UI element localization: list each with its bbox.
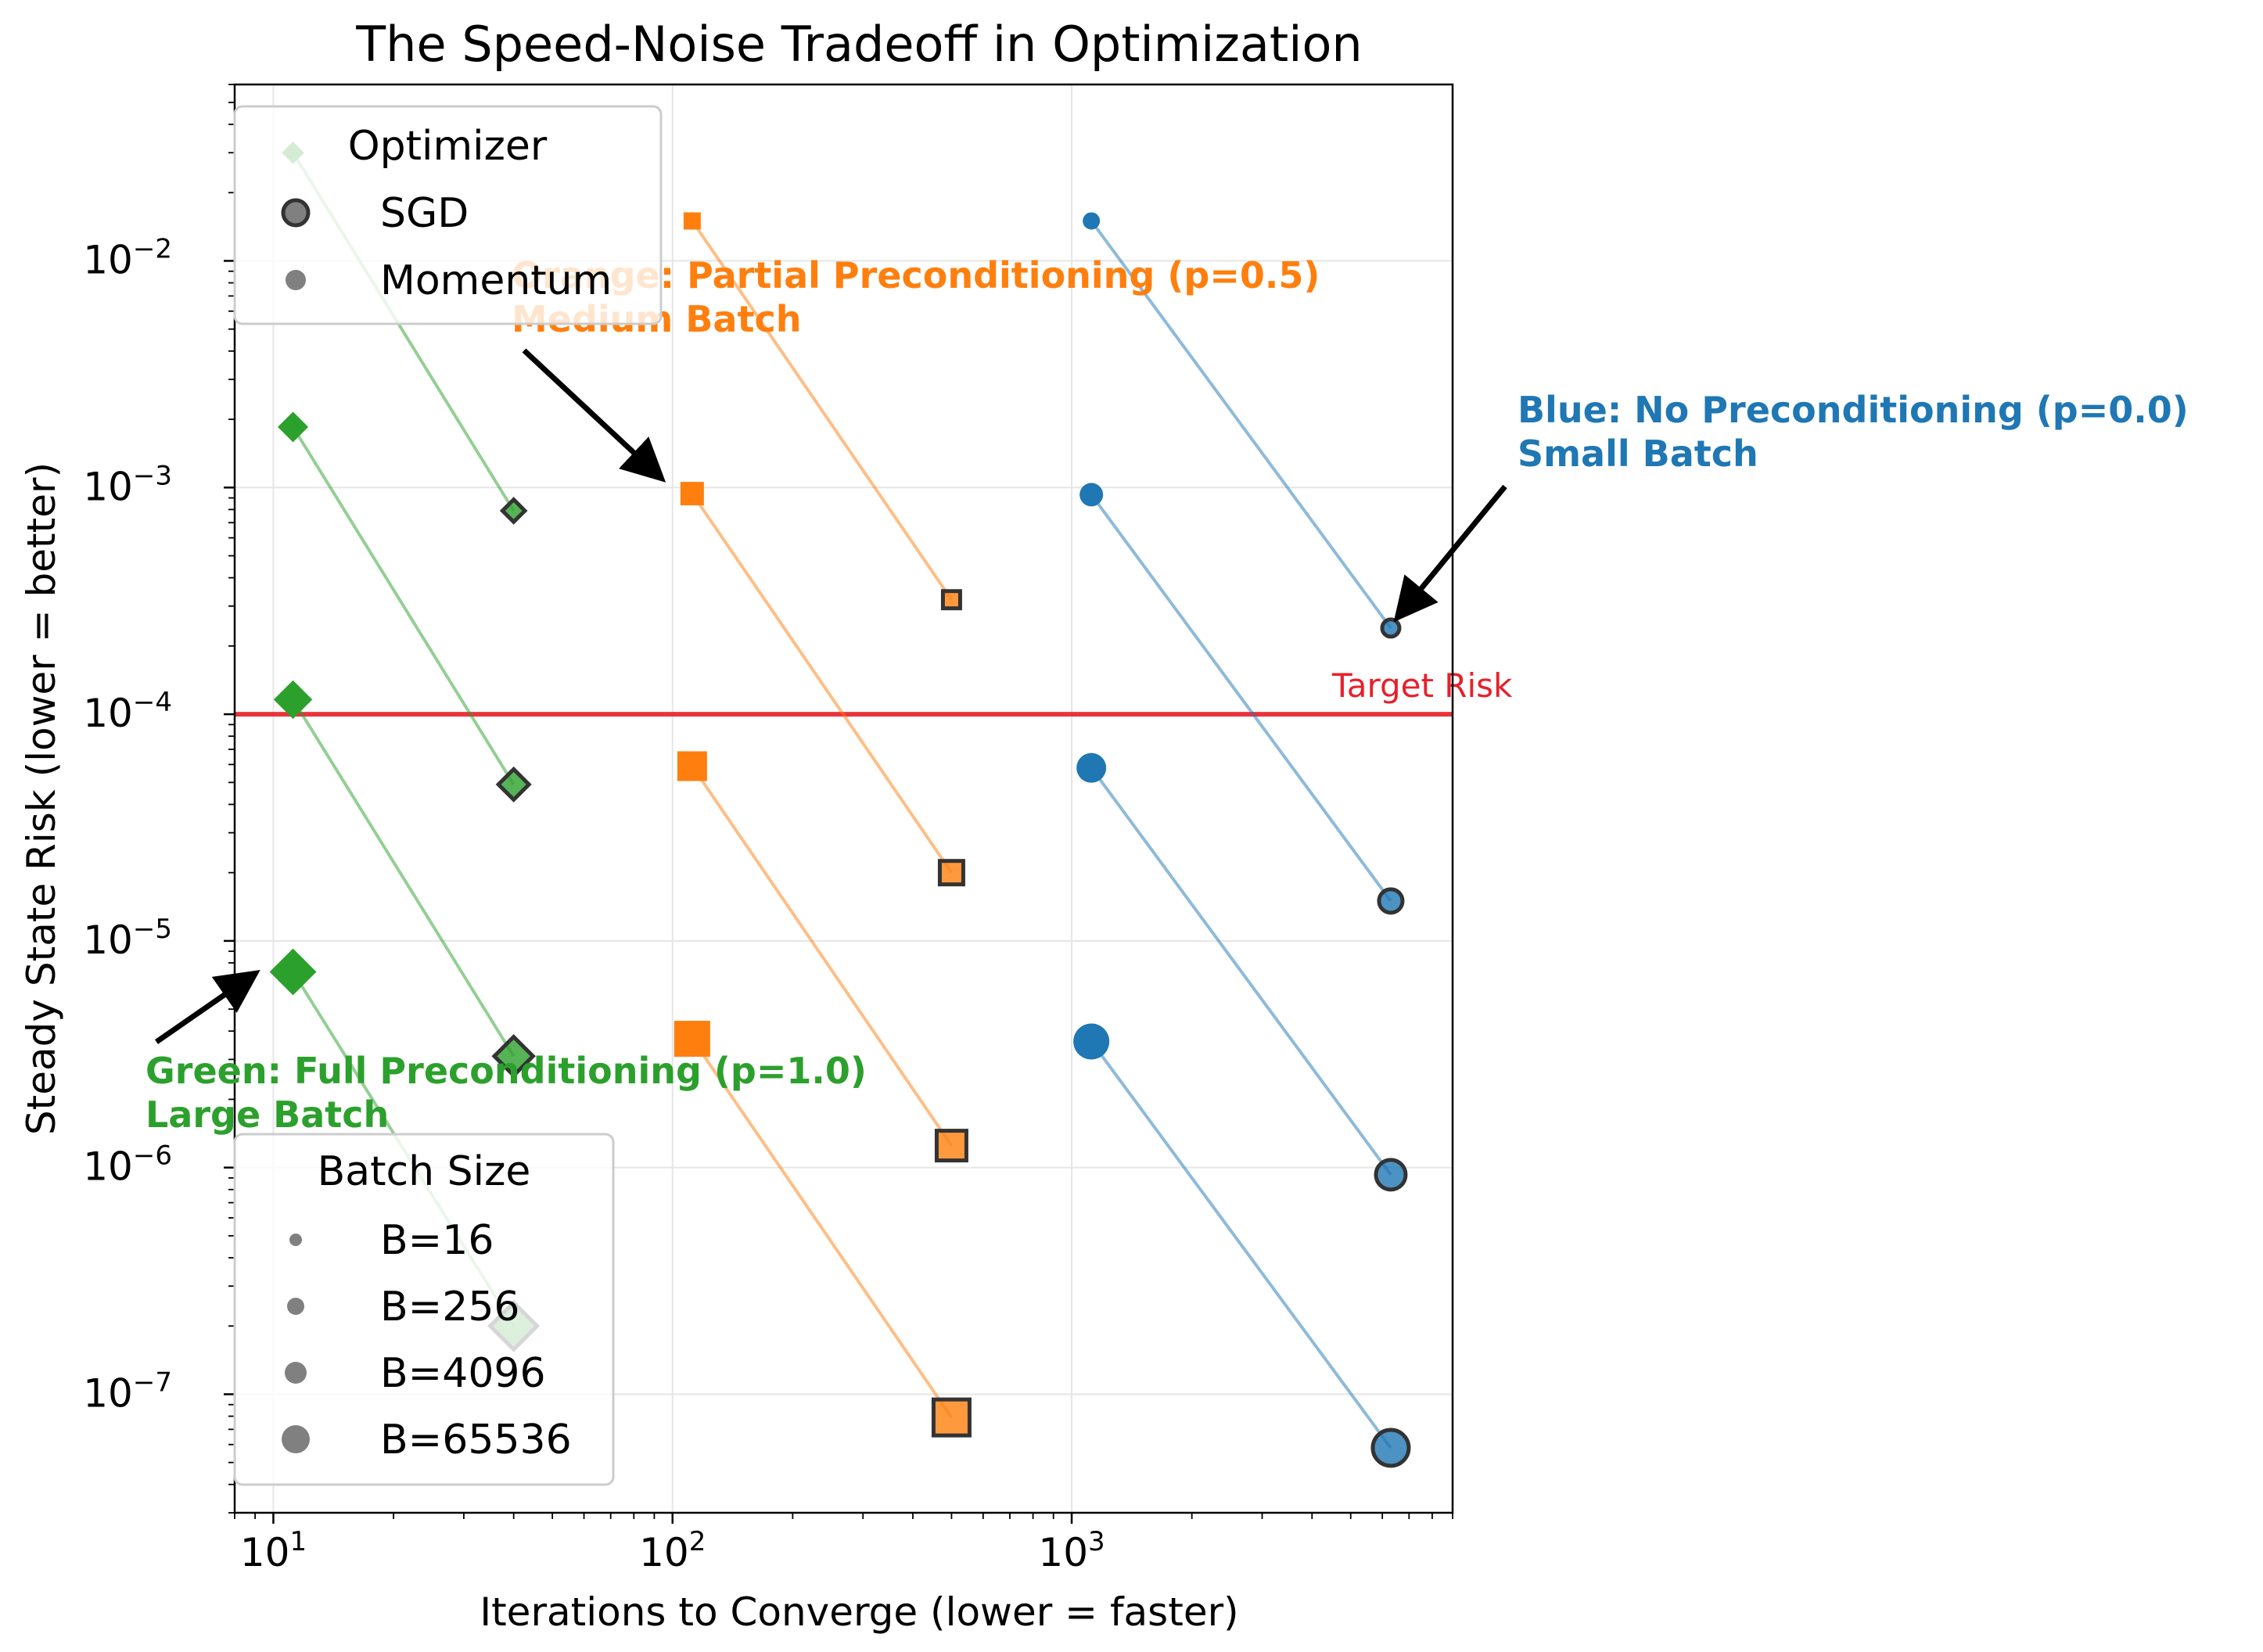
legend-marker [281, 198, 311, 228]
legend-label: B=65536 [380, 1417, 572, 1463]
momentum-point [1073, 1023, 1110, 1060]
y-tick-exponent: −5 [133, 914, 172, 945]
sgd-point [1380, 617, 1402, 639]
legend-frame [233, 1133, 615, 1486]
sgd-point [495, 766, 532, 803]
momentum-point [1079, 483, 1104, 507]
series-circle [1073, 212, 1411, 1468]
legend-frame [233, 105, 663, 325]
sgd-point [1377, 887, 1405, 915]
legend-label: B=4096 [380, 1350, 546, 1397]
legend-marker [286, 270, 306, 290]
x-tick-label: 101 [240, 1526, 307, 1575]
y-tick-base: 10 [83, 1144, 133, 1190]
x-tick-label: 103 [1038, 1526, 1105, 1575]
legend-label: Momentum [380, 257, 612, 304]
y-tick-exponent: −3 [133, 460, 172, 491]
y-tick-base: 10 [83, 918, 133, 963]
x-tick-base: 10 [1038, 1530, 1088, 1575]
y-tick-exponent: −7 [133, 1366, 172, 1398]
y-tick-base: 10 [83, 464, 133, 509]
sgd-point [1374, 1158, 1408, 1192]
series-connector [1090, 767, 1392, 1176]
series-square [674, 212, 972, 1438]
series-connector [1090, 220, 1392, 630]
x-tick-label: 102 [639, 1526, 706, 1575]
legend-optimizer: Optimizer SGD Momentum [233, 105, 663, 325]
sgd-point [937, 859, 965, 887]
x-axis-label: Iterations to Converge (lower = faster) [480, 1589, 1238, 1635]
annotation-text: Small Batch [1518, 433, 1758, 475]
y-tick-base: 10 [83, 691, 133, 736]
sgd-point [1370, 1428, 1411, 1468]
legend-label: SGD [380, 190, 469, 237]
legend-title: Batch Size [318, 1148, 531, 1195]
y-tick-label: 10−4 [83, 687, 172, 736]
momentum-point [278, 411, 309, 443]
y-tick-exponent: −2 [133, 234, 172, 265]
sgd-point [499, 497, 528, 525]
series-connector [691, 765, 954, 1147]
momentum-point [680, 482, 704, 506]
y-tick-label: 10−7 [83, 1366, 172, 1416]
series-connector [1090, 1040, 1392, 1449]
y-tick-label: 10−2 [83, 234, 172, 283]
legend-marker [285, 1362, 307, 1384]
legend-label: B=16 [380, 1217, 494, 1264]
series-connector [1090, 494, 1392, 903]
momentum-point [1076, 752, 1107, 783]
annotation-arrow [522, 348, 666, 483]
annotation-text: Large Batch [145, 1094, 389, 1136]
annotation-text: Blue: No Preconditioning (p=0.0) [1518, 389, 2189, 431]
series-connector [291, 426, 515, 785]
momentum-point [683, 212, 701, 230]
series-connector [291, 699, 515, 1058]
y-tick-label: 10−5 [83, 914, 172, 963]
x-tick-base: 10 [240, 1530, 290, 1575]
annotation-arrow [155, 970, 260, 1044]
annotation-text: Green: Full Preconditioning (p=1.0) [145, 1050, 867, 1092]
series-connector [691, 220, 954, 601]
x-tick-exponent: 1 [289, 1526, 307, 1557]
sgd-point [931, 1397, 972, 1438]
legend-batch-size: Batch Size B=16 B=256 B=4096 B=65536 [233, 1133, 615, 1486]
x-tick-exponent: 3 [1088, 1526, 1105, 1557]
annotation-arrow [1393, 484, 1507, 623]
momentum-point [269, 948, 317, 996]
series-connector [691, 492, 954, 874]
plot-frame [233, 83, 1454, 1514]
y-tick-label: 10−6 [83, 1140, 172, 1190]
sgd-point [940, 589, 962, 611]
legend-marker [289, 1234, 302, 1246]
y-tick-label: 10−3 [83, 460, 172, 509]
momentum-point [1083, 212, 1101, 230]
sgd-point [934, 1129, 968, 1163]
y-tick-base: 10 [83, 238, 133, 283]
legend-marker [282, 1425, 310, 1453]
momentum-point [273, 680, 313, 720]
y-tick-base: 10 [83, 1370, 133, 1416]
y-axis-label: Steady State Risk (lower = better) [19, 462, 64, 1135]
momentum-point [677, 751, 707, 781]
x-tick-exponent: 2 [689, 1526, 706, 1557]
sgd-point [491, 1034, 536, 1079]
legend-title: Optimizer [348, 123, 548, 170]
momentum-point [674, 1021, 710, 1058]
y-tick-exponent: −6 [133, 1140, 172, 1172]
chart-title: The Speed-Noise Tradeoff in Optimization [355, 16, 1362, 73]
target-risk-label: Target Risk [1331, 666, 1513, 705]
legend-marker [287, 1298, 304, 1315]
x-tick-base: 10 [639, 1530, 689, 1575]
series-connector [691, 1037, 954, 1419]
legend-label: B=256 [380, 1284, 520, 1331]
y-tick-exponent: −4 [133, 687, 172, 718]
